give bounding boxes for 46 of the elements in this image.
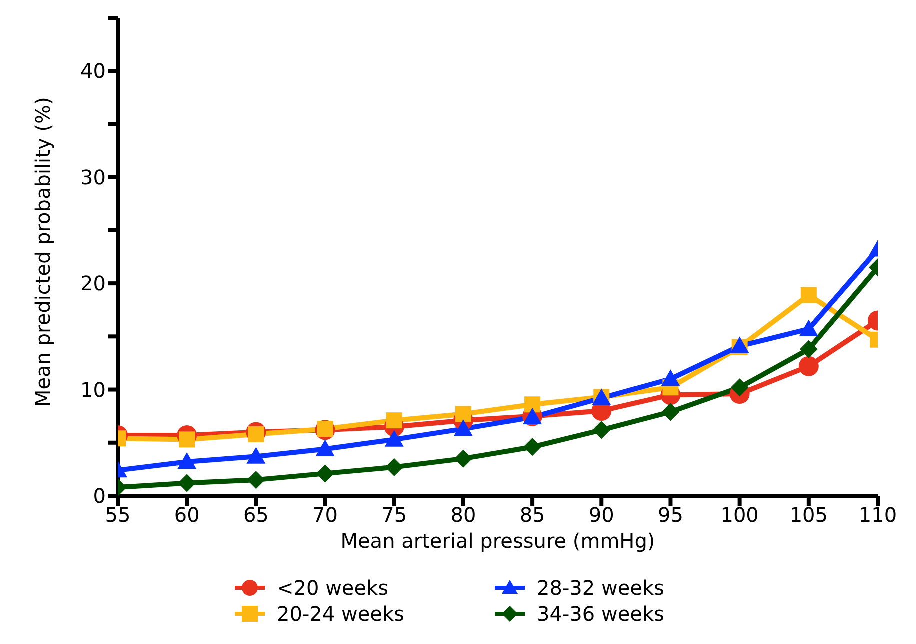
x-tick-label: 55: [105, 503, 131, 528]
x-tick-label: 80: [450, 503, 476, 528]
point: [178, 452, 197, 470]
point: [524, 396, 541, 413]
point: [661, 370, 680, 386]
x-tick-label: 60: [174, 503, 200, 528]
point: [384, 430, 404, 447]
x-tick-label: 75: [382, 503, 408, 528]
point: [592, 421, 611, 440]
point: [800, 287, 817, 304]
point: [246, 447, 266, 464]
x-axis-title: Mean arterial pressure (mmHg): [340, 529, 656, 553]
legend-label: 34-36 weeks: [537, 602, 664, 626]
point: [455, 406, 472, 422]
y-tick-label: 30: [80, 165, 106, 190]
x-tick-label: 105: [790, 503, 828, 528]
y-tick-label: 40: [80, 59, 106, 84]
y-tick-label: 0: [93, 484, 106, 508]
x-tick-label: 90: [588, 503, 614, 528]
point: [316, 440, 335, 456]
point: [247, 471, 266, 490]
point: [730, 378, 749, 397]
y-axis-title: Mean predicted probability (%): [31, 97, 56, 407]
point: [800, 340, 818, 358]
legend-label: 28-32 weeks: [537, 576, 664, 600]
x-tick-label: 95: [658, 503, 684, 528]
point: [385, 458, 404, 476]
point: [316, 464, 334, 483]
legend-label: 20-24 weeks: [277, 602, 404, 626]
point: [386, 412, 402, 429]
x-tick-label: 65: [243, 503, 269, 528]
point: [799, 320, 818, 336]
point: [524, 438, 542, 456]
y-tick-label: 20: [80, 272, 106, 296]
point: [798, 356, 819, 376]
point: [454, 450, 472, 468]
point: [179, 432, 196, 448]
x-tick-label: 100: [720, 503, 759, 528]
point: [178, 474, 196, 492]
x-tick-label: 85: [520, 503, 546, 528]
y-tick-label: 10: [80, 378, 106, 402]
x-tick-label: 70: [312, 503, 338, 528]
legend-label: <20 weeks: [277, 576, 389, 600]
point: [662, 403, 680, 422]
x-tick-label: 110: [858, 503, 898, 528]
point: [454, 420, 473, 436]
